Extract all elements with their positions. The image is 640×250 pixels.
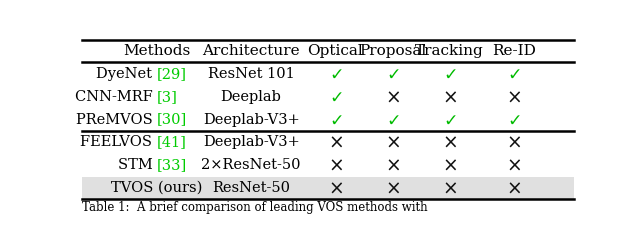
Text: Re-ID: Re-ID	[492, 44, 536, 58]
Text: DyeNet: DyeNet	[96, 67, 157, 81]
Text: [33]: [33]	[157, 158, 187, 172]
Text: $\checkmark$: $\checkmark$	[329, 110, 342, 128]
Text: ResNet 101: ResNet 101	[208, 67, 294, 81]
Text: $\checkmark$: $\checkmark$	[508, 65, 521, 83]
Text: $\checkmark$: $\checkmark$	[386, 110, 399, 128]
Text: $\times$: $\times$	[328, 156, 343, 175]
Text: Deeplab-V3+: Deeplab-V3+	[203, 112, 300, 126]
Text: Tracking: Tracking	[415, 44, 484, 58]
Text: $\times$: $\times$	[385, 87, 400, 106]
Text: PReMVOS: PReMVOS	[76, 112, 157, 126]
Text: CNN-MRF: CNN-MRF	[74, 90, 157, 104]
Text: $\times$: $\times$	[385, 133, 400, 152]
FancyBboxPatch shape	[83, 176, 573, 200]
Text: FEELVOS: FEELVOS	[80, 135, 157, 149]
Text: $\checkmark$: $\checkmark$	[508, 110, 521, 128]
Text: STM: STM	[118, 158, 157, 172]
Text: Architecture: Architecture	[202, 44, 300, 58]
Text: $\checkmark$: $\checkmark$	[443, 110, 456, 128]
Text: [30]: [30]	[157, 112, 187, 126]
Text: $\times$: $\times$	[442, 178, 457, 198]
Text: $\times$: $\times$	[442, 87, 457, 106]
Text: $\times$: $\times$	[442, 133, 457, 152]
Text: [41]: [41]	[157, 135, 187, 149]
Text: Deeplab-V3+: Deeplab-V3+	[203, 135, 300, 149]
Text: Deeplab: Deeplab	[221, 90, 282, 104]
Text: $\times$: $\times$	[385, 156, 400, 175]
Text: $\times$: $\times$	[506, 87, 522, 106]
Text: $\checkmark$: $\checkmark$	[329, 65, 342, 83]
Text: [3]: [3]	[157, 90, 178, 104]
Text: $\times$: $\times$	[328, 178, 343, 198]
Text: $\times$: $\times$	[506, 178, 522, 198]
Text: $\times$: $\times$	[506, 156, 522, 175]
Text: $\checkmark$: $\checkmark$	[329, 88, 342, 106]
Text: ResNet-50: ResNet-50	[212, 181, 290, 195]
Text: $\times$: $\times$	[385, 178, 400, 198]
Text: TVOS (ours): TVOS (ours)	[111, 181, 203, 195]
Text: Table 1:  A brief comparison of leading VOS methods with: Table 1: A brief comparison of leading V…	[83, 200, 428, 213]
Text: $\times$: $\times$	[506, 133, 522, 152]
Text: Proposal: Proposal	[359, 44, 426, 58]
Text: Methods: Methods	[124, 44, 191, 58]
Text: Optical: Optical	[308, 44, 364, 58]
Text: $\checkmark$: $\checkmark$	[386, 65, 399, 83]
Text: $\times$: $\times$	[328, 133, 343, 152]
Text: [29]: [29]	[157, 67, 187, 81]
Text: $\checkmark$: $\checkmark$	[443, 65, 456, 83]
Text: $\times$: $\times$	[442, 156, 457, 175]
Text: 2×ResNet-50: 2×ResNet-50	[202, 158, 301, 172]
